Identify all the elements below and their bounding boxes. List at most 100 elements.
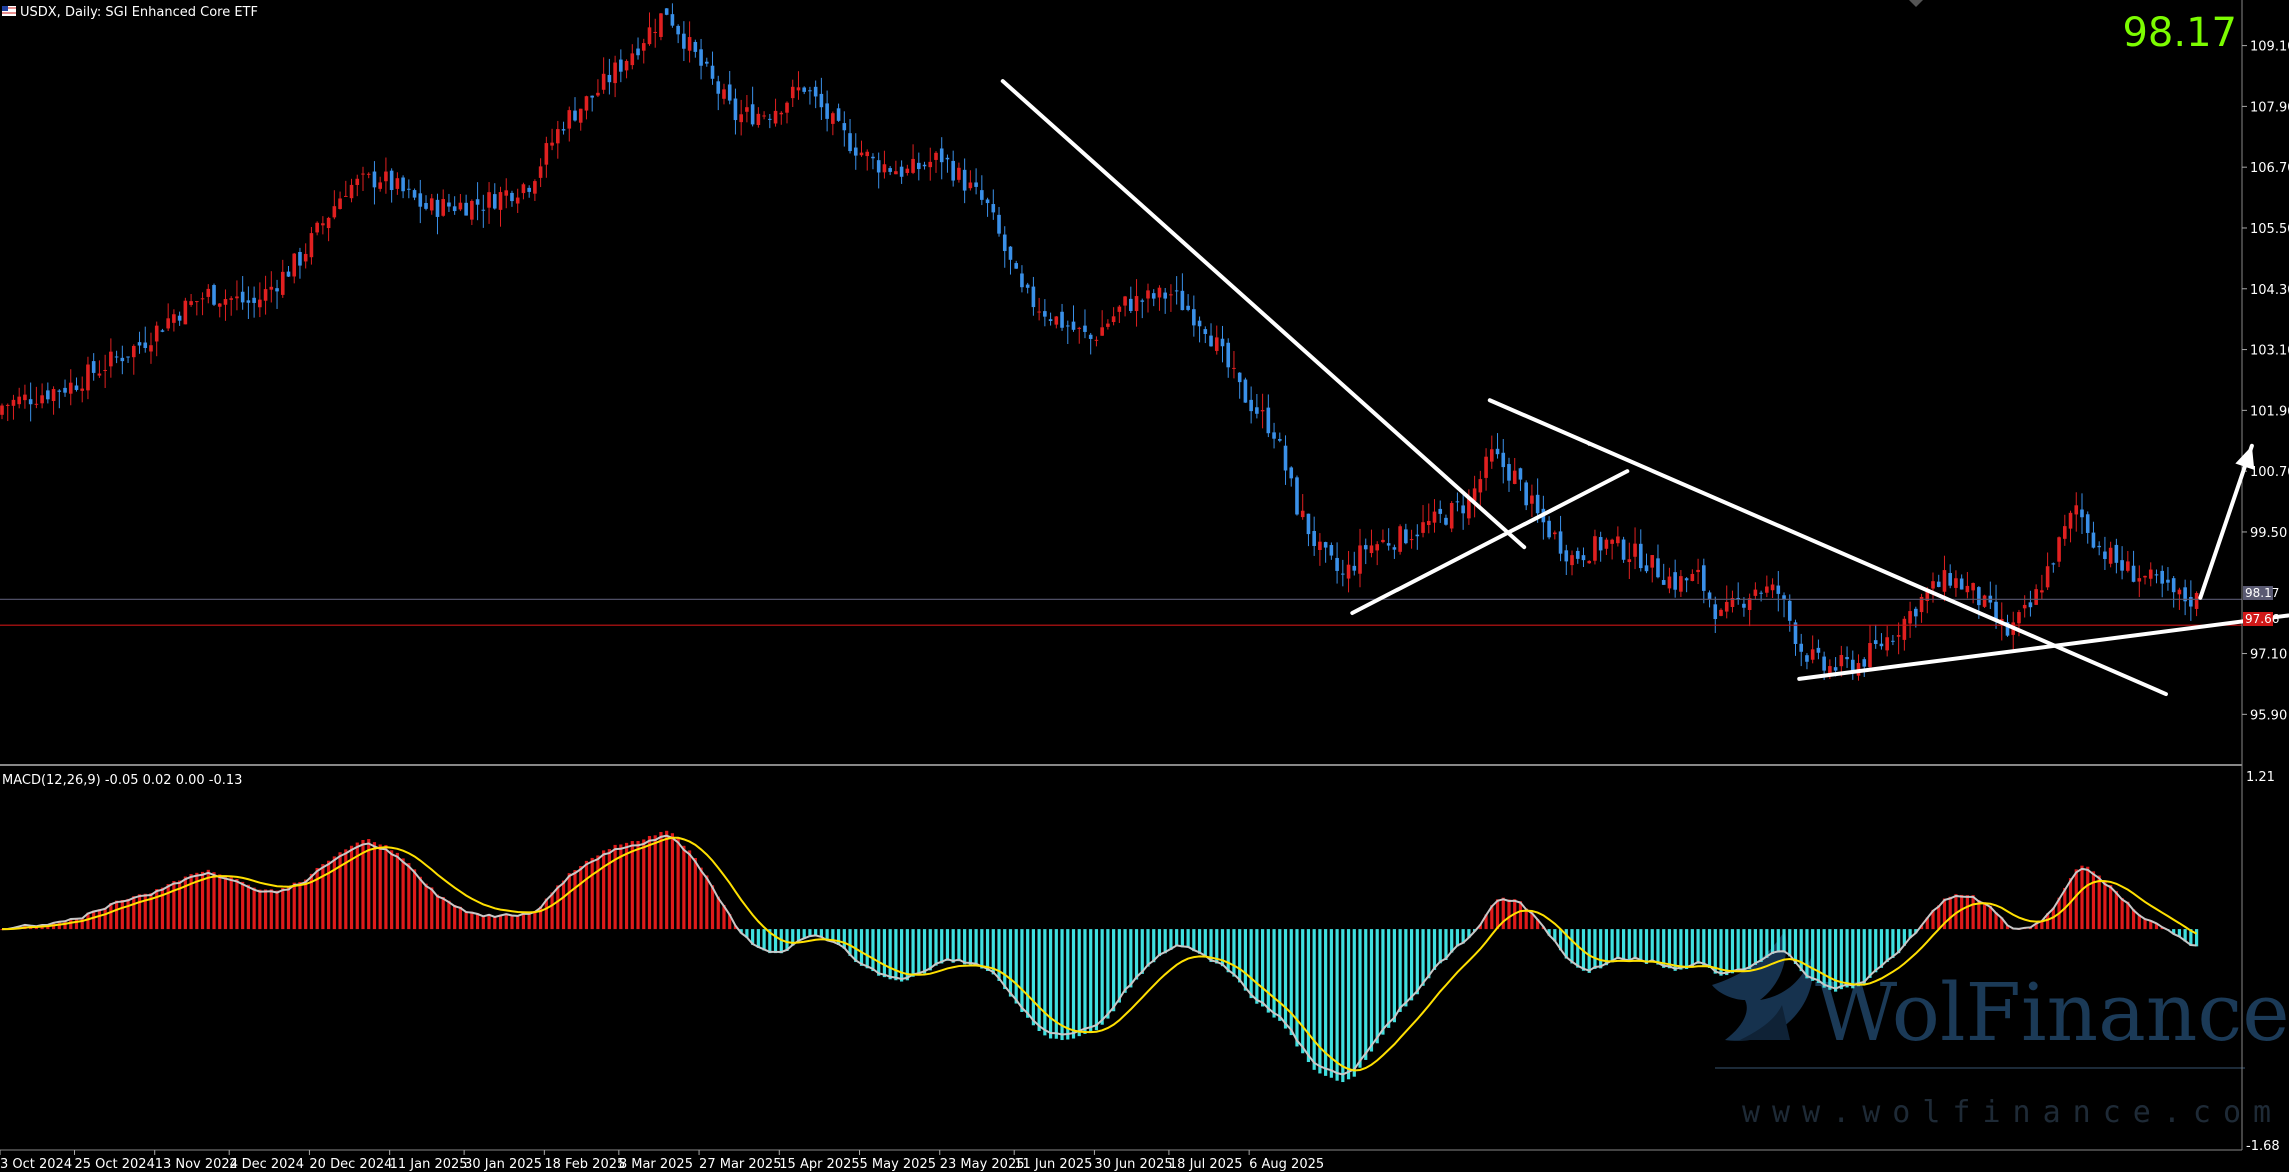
candle-body <box>492 194 497 209</box>
last-price: 98.17 <box>2122 10 2237 56</box>
candle-body <box>957 167 961 180</box>
macd-histogram-bar <box>1140 929 1144 974</box>
candle-body <box>246 300 251 303</box>
candle-body <box>1593 536 1597 561</box>
candle-body <box>1936 581 1941 587</box>
candle-body <box>1363 545 1368 550</box>
candle-body <box>1679 576 1683 592</box>
date-tick-label: 18 Feb 2025 <box>544 1157 625 1172</box>
price-axis[interactable]: 109.10 107.90 106.70 105.50 104.30 103.10 101.… <box>2242 40 2289 724</box>
candle-body <box>991 204 996 213</box>
macd-histogram-bar <box>1432 929 1437 970</box>
macd-histogram-bar <box>1295 929 1299 1047</box>
macd-histogram-bar <box>745 929 749 938</box>
candle-body <box>1948 573 1952 586</box>
date-tick-label: 8 Mar 2025 <box>619 1157 693 1172</box>
candle-body <box>750 104 755 125</box>
macd-histogram-bar <box>1662 929 1666 968</box>
chart-shift-icon[interactable] <box>1909 0 1923 7</box>
macd-histogram-bar <box>97 909 102 930</box>
macd-histogram-bar <box>195 872 199 930</box>
macd-histogram-bar <box>1725 929 1729 976</box>
macd-histogram-bar <box>2189 929 2193 946</box>
candle-body <box>2120 560 2124 571</box>
trendline[interactable] <box>1797 593 2289 681</box>
macd-histogram-bar <box>160 887 165 930</box>
candle-body <box>538 166 543 178</box>
candle-body <box>1524 482 1528 506</box>
candle-body <box>928 161 933 168</box>
wolf-logo-icon <box>1712 930 1814 1041</box>
candle-body <box>229 298 233 300</box>
macd-histogram-bar <box>1020 929 1024 1012</box>
macd-histogram-bar <box>808 929 812 937</box>
candle-body <box>905 168 910 173</box>
macd-histogram-bar <box>1977 900 1981 930</box>
candle-body <box>1048 319 1053 322</box>
macd-histogram-bar <box>1885 929 1889 963</box>
macd-histogram-bar <box>751 929 755 945</box>
candle-body <box>1747 598 1752 611</box>
price-tick-label: 104.30 <box>2250 283 2289 298</box>
candle-body <box>1891 640 1895 642</box>
macd-histogram-bar <box>1163 929 1167 954</box>
candle-body <box>1736 597 1740 600</box>
macd-histogram-bar <box>218 874 222 930</box>
macd-histogram-bar <box>1839 929 1843 990</box>
candle-body <box>303 253 308 262</box>
candle-body <box>1782 595 1786 600</box>
macd-histogram-bar <box>1352 929 1356 1077</box>
trendline[interactable] <box>1350 469 1630 616</box>
candle-body <box>2028 602 2033 608</box>
forecast-arrow[interactable] <box>2198 443 2254 600</box>
macd-histogram-bar <box>281 888 285 930</box>
trendline-drawings[interactable] <box>1000 79 2289 697</box>
candle-body <box>1696 569 1700 573</box>
macd-histogram-bar <box>1003 929 1007 990</box>
macd-histogram-bar <box>682 845 686 930</box>
watermark: WolFinance www.wolfinance.com <box>1712 930 2289 1130</box>
macd-histogram-bar <box>1335 929 1339 1081</box>
candle-body <box>1077 327 1082 329</box>
macd-histogram-bar <box>1455 929 1460 947</box>
trendline[interactable] <box>1000 79 1527 550</box>
macd-histogram-bar <box>854 929 858 963</box>
candle-body <box>2068 512 2073 529</box>
macd-histogram-bar <box>1679 929 1683 970</box>
candle-body <box>344 195 348 197</box>
macd-histogram-bar <box>92 910 96 930</box>
candle-body <box>590 95 594 98</box>
macd-histogram-bar <box>327 860 331 930</box>
macd-histogram-bar <box>63 920 67 930</box>
candle-body <box>1117 306 1122 312</box>
date-tick-label: 30 Jan 2025 <box>464 1157 542 1172</box>
candle-body <box>1868 643 1872 668</box>
candle-body <box>1954 578 1958 588</box>
candle-body <box>109 351 113 367</box>
macd-histogram-bar <box>137 894 142 930</box>
candle-body <box>1260 410 1265 412</box>
price-pane[interactable] <box>0 3 2242 681</box>
candle-body <box>1971 583 1975 591</box>
candle-body <box>1650 555 1655 568</box>
candle-body <box>91 361 96 373</box>
candle-body <box>1266 407 1271 434</box>
candle-body <box>2189 596 2193 607</box>
candle-body <box>1404 529 1408 544</box>
candle-body <box>796 87 801 91</box>
candle-body <box>733 98 738 121</box>
macd-histogram-bar <box>132 896 136 930</box>
candle-body <box>1490 449 1494 462</box>
candle-body <box>1295 477 1299 515</box>
candle-body <box>1272 432 1276 439</box>
macd-histogram-bar <box>1077 929 1081 1037</box>
candle-body <box>418 193 423 207</box>
price-tick-label: 103.10 <box>2250 344 2289 359</box>
candle-body <box>939 148 944 163</box>
candle-body <box>1335 557 1339 571</box>
macd-histogram-bar <box>1982 902 1987 930</box>
macd-pane[interactable] <box>0 830 2199 1083</box>
macd-histogram-bar <box>1908 929 1912 939</box>
